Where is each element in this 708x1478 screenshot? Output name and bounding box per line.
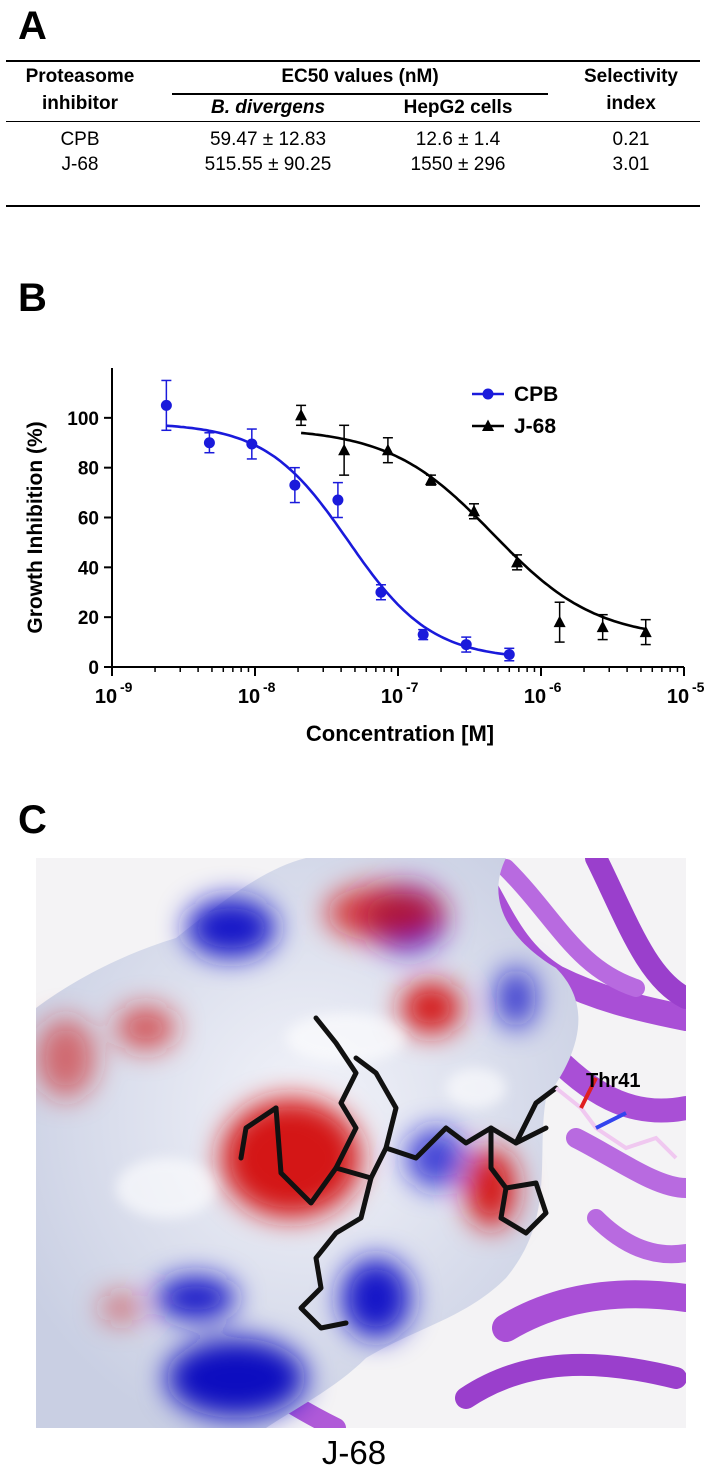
data-point-cpb xyxy=(246,438,258,450)
data-point-cpb xyxy=(417,629,429,641)
data-point-j-68 xyxy=(553,615,566,628)
y-axis-label: Growth Inhibition (%) xyxy=(24,421,47,633)
data-point-j-68 xyxy=(424,473,437,486)
x-tick-label: 10 xyxy=(667,686,689,708)
panel-label-a: A xyxy=(18,4,47,48)
fit-curve-j-68 xyxy=(300,431,646,631)
header-group-rule xyxy=(172,93,548,95)
x-tick-label: 10 xyxy=(238,686,260,708)
header-hepg2: HepG2 cells xyxy=(403,97,513,118)
legend-label-cpb: CPB xyxy=(514,383,558,406)
panel-label-c: C xyxy=(18,798,47,842)
header-selectivity-line1: Selectivity xyxy=(584,66,678,87)
x-tick-exponent: -6 xyxy=(549,679,562,695)
x-tick-exponent: -8 xyxy=(263,679,276,695)
data-point-cpb xyxy=(160,399,172,411)
row1-hepg2: 12.6 ± 1.4 xyxy=(415,129,501,150)
x-tick-label: 10 xyxy=(524,686,546,708)
y-tick-label: 100 xyxy=(67,409,99,430)
table-top-rule xyxy=(6,60,700,62)
x-axis-label: Concentration [M] xyxy=(306,721,494,746)
x-tick-label: 10 xyxy=(95,686,117,708)
data-point-cpb xyxy=(332,494,344,506)
legend-marker-cpb xyxy=(482,388,494,400)
legend-marker-j-68 xyxy=(482,419,494,431)
data-point-j-68 xyxy=(639,625,652,638)
table-bottom-rule xyxy=(6,205,700,207)
residue-thr41 xyxy=(554,1077,678,1160)
header-inhibitor-line2: inhibitor xyxy=(42,93,118,114)
data-point-j-68 xyxy=(468,504,481,517)
residue-label-thr41: Thr41 xyxy=(586,1070,641,1092)
y-tick-label: 20 xyxy=(78,608,99,629)
panel-label-b: B xyxy=(18,276,47,320)
electrostatic-surface xyxy=(36,858,579,1428)
row1-selectivity: 0.21 xyxy=(612,129,650,150)
x-tick-exponent: -9 xyxy=(120,679,133,695)
legend-label-j-68: J-68 xyxy=(514,415,556,438)
data-point-j-68 xyxy=(381,443,394,456)
data-point-j-68 xyxy=(511,555,524,568)
data-point-j-68 xyxy=(596,620,609,633)
panel-c-caption: J-68 xyxy=(321,1434,387,1471)
x-tick-exponent: -7 xyxy=(406,679,419,695)
row1-inhibitor: CPB xyxy=(60,129,100,150)
docking-image: Thr41 xyxy=(36,858,686,1428)
data-point-cpb xyxy=(503,649,515,661)
data-point-j-68 xyxy=(338,443,351,456)
header-ec50-group: EC50 values (nM) xyxy=(281,66,439,87)
row2-b-divergens: 515.55 ± 90.25 xyxy=(204,154,332,175)
data-point-cpb xyxy=(460,639,472,651)
data-point-cpb xyxy=(375,586,387,598)
table-header-rule xyxy=(6,121,700,122)
fit-curve-cpb xyxy=(166,424,510,657)
row1-b-divergens: 59.47 ± 12.83 xyxy=(209,129,327,150)
row2-inhibitor: J-68 xyxy=(61,154,99,175)
header-inhibitor-line1: Proteasome xyxy=(25,66,135,87)
docking-illustration xyxy=(36,858,686,1428)
x-tick-exponent: -5 xyxy=(692,679,705,695)
y-tick-label: 80 xyxy=(78,459,99,480)
data-point-j-68 xyxy=(295,408,308,421)
row2-hepg2: 1550 ± 296 xyxy=(410,154,506,175)
header-b-divergens: B. divergens xyxy=(210,97,326,118)
row2-selectivity: 3.01 xyxy=(612,154,650,175)
ligand-j68 xyxy=(238,1015,559,1331)
data-point-cpb xyxy=(203,437,215,449)
y-tick-label: 60 xyxy=(78,509,99,530)
y-tick-label: 40 xyxy=(78,558,99,579)
x-tick-label: 10 xyxy=(381,686,403,708)
data-point-cpb xyxy=(289,479,301,491)
header-selectivity-line2: index xyxy=(606,93,656,114)
y-tick-label: 0 xyxy=(88,658,99,679)
